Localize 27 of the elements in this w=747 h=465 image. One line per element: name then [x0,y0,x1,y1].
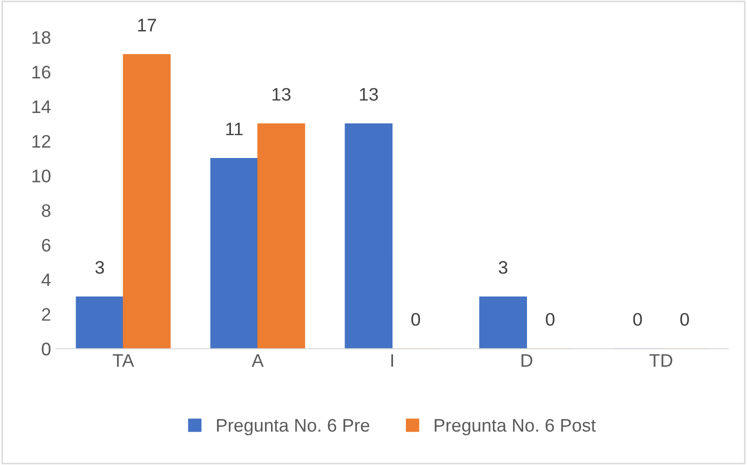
x-tick-label: D [522,354,532,367]
data-label: 3 [498,261,508,274]
data-label: 0 [411,312,420,326]
data-label: 0 [680,312,689,326]
legend-label: Pregunta No. 6 Pre [217,418,370,436]
y-tick-label: 14 [32,100,51,113]
data-label: 13 [360,88,378,101]
x-tick-label: I [391,354,394,367]
data-label: 0 [546,312,554,326]
y-tick-label: 4 [42,274,51,286]
data-label: 3 [95,261,104,274]
data-label: 13 [272,88,290,101]
data-label: 17 [138,18,156,32]
y-tick-label: 0 [42,342,50,356]
y-tick-label: 18 [32,31,50,44]
data-label: 0 [633,312,642,326]
y-tick-label: 6 [42,238,50,252]
legend-label: Pregunta No. 6 Post [434,418,596,436]
y-tick-label: 10 [32,170,50,182]
y-tick-label: 2 [42,308,50,321]
x-tick-label: A [252,354,264,367]
x-tick-label: TA [112,354,134,367]
x-tick-label: TD [649,354,672,367]
y-tick-label: 12 [32,134,50,148]
y-tick-label: 8 [42,204,50,218]
data-label: 11 [226,122,243,136]
y-tick-label: 16 [32,66,50,79]
